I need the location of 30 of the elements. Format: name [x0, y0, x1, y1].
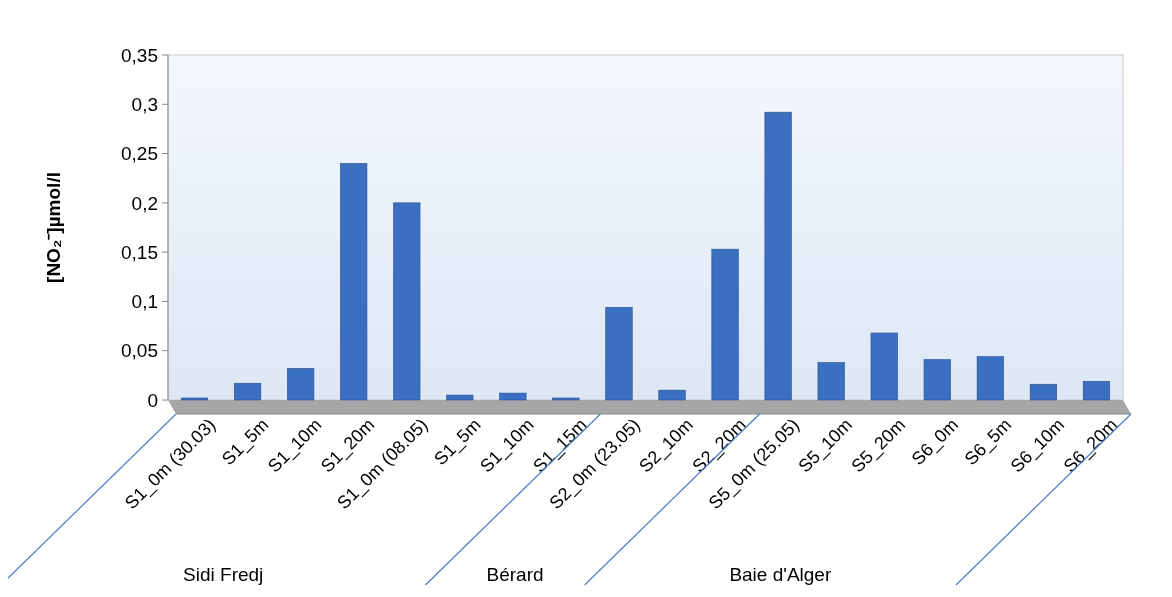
- text: Baie d'Alger: [729, 564, 832, 585]
- y-tick-label: 0,25: [121, 143, 158, 165]
- y-tick-label: 0,1: [131, 291, 158, 313]
- bar: [870, 332, 898, 401]
- y-tick-label: 0,05: [121, 340, 158, 362]
- bar: [340, 163, 368, 401]
- bar: [393, 202, 421, 401]
- bar: [1029, 383, 1057, 401]
- bar: [658, 389, 686, 401]
- bar: [552, 397, 580, 401]
- text: Sidi Fredj: [183, 564, 264, 585]
- bar: [287, 368, 315, 401]
- bar: [1082, 380, 1111, 401]
- y-tick-label: 0,3: [131, 93, 158, 115]
- bar: [605, 307, 633, 401]
- bar: [499, 392, 527, 401]
- y-tick-label: 0,35: [121, 44, 158, 66]
- y-tick-label: 0: [147, 389, 158, 411]
- text: Bérard: [486, 564, 544, 585]
- y-tick-label: 0,15: [121, 241, 158, 263]
- bar: [446, 394, 474, 401]
- bar: [923, 359, 951, 401]
- bar: [234, 382, 262, 401]
- bar: [764, 111, 792, 401]
- y-tick-label: 0,2: [131, 192, 158, 214]
- bar: [180, 397, 209, 401]
- y-axis-title: [NO₂⁻]µmol/l: [43, 172, 64, 283]
- bar: [976, 356, 1004, 401]
- bar: [817, 362, 845, 401]
- bar: [711, 248, 739, 401]
